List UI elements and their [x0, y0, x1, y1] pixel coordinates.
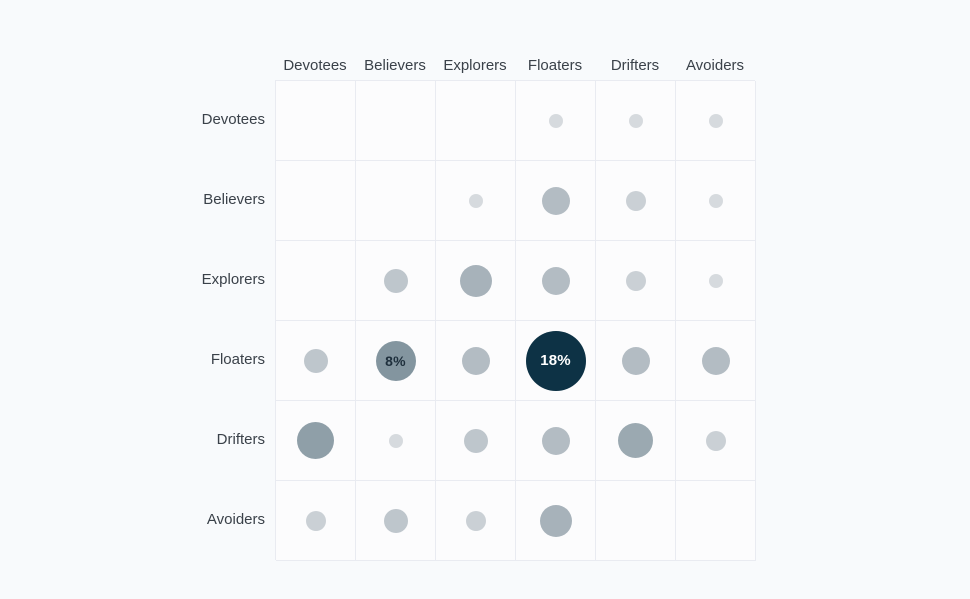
matrix-grid: 8% 18%: [275, 80, 756, 561]
row-label-believers: Believers: [203, 191, 265, 208]
bubble-drifters-devotees[interactable]: [297, 422, 334, 459]
bubble-drifters-floaters[interactable]: [541, 426, 570, 455]
matrix-cell: [516, 81, 596, 161]
matrix-cell: [356, 401, 436, 481]
matrix-cell: [596, 321, 676, 401]
bubble-floaters-drifters[interactable]: [621, 346, 650, 375]
bubble-value-label: 18%: [540, 352, 571, 369]
matrix-cell: [676, 481, 756, 561]
column-header-avoiders: Avoiders: [685, 57, 745, 74]
matrix-cell: [436, 161, 516, 241]
matrix-cell: [516, 401, 596, 481]
bubble-devotees-floaters[interactable]: [548, 113, 563, 128]
bubble-believers-drifters[interactable]: [625, 190, 646, 211]
matrix-cell: [276, 241, 356, 321]
column-header-devotees: Devotees: [283, 57, 347, 74]
bubble-drifters-avoiders[interactable]: [705, 430, 726, 451]
column-header-drifters: Drifters: [610, 57, 660, 74]
matrix-cell: [436, 481, 516, 561]
bubble-explorers-believers[interactable]: [383, 268, 408, 293]
row-label-drifters: Drifters: [216, 431, 265, 448]
matrix-cell: [516, 481, 596, 561]
matrix-cell: [676, 81, 756, 161]
bubble-floaters-explorers[interactable]: [461, 346, 490, 375]
bubble-floaters-floaters[interactable]: 18%: [525, 330, 586, 391]
row-label-devotees: Devotees: [201, 111, 265, 128]
matrix-cell: [436, 401, 516, 481]
matrix-cell: [276, 481, 356, 561]
matrix-cell: [276, 401, 356, 481]
bubble-explorers-avoiders[interactable]: [708, 273, 723, 288]
bubble-devotees-drifters[interactable]: [628, 113, 643, 128]
bubble-avoiders-explorers[interactable]: [465, 510, 486, 531]
bubble-drifters-explorers[interactable]: [463, 428, 488, 453]
bubble-floaters-believers[interactable]: 8%: [375, 340, 416, 381]
matrix-cell: [676, 401, 756, 481]
bubble-believers-explorers[interactable]: [468, 193, 483, 208]
column-header-floaters: Floaters: [527, 57, 583, 74]
matrix-cell: [276, 81, 356, 161]
bubble-explorers-drifters[interactable]: [625, 270, 646, 291]
matrix-cell: [596, 401, 676, 481]
matrix-cell: [276, 321, 356, 401]
matrix-cell: [596, 241, 676, 321]
bubble-avoiders-believers[interactable]: [383, 508, 408, 533]
matrix-cell: [596, 161, 676, 241]
bubble-drifters-believers[interactable]: [388, 433, 403, 448]
matrix-cell: [276, 161, 356, 241]
matrix-cell: [356, 241, 436, 321]
matrix-cell: [356, 481, 436, 561]
matrix-cell: [596, 81, 676, 161]
matrix-cell: [436, 81, 516, 161]
matrix-cell: 18%: [516, 321, 596, 401]
matrix-cell: 8%: [356, 321, 436, 401]
bubble-floaters-avoiders[interactable]: [701, 346, 730, 375]
bubble-avoiders-devotees[interactable]: [305, 510, 326, 531]
row-label-floaters: Floaters: [210, 351, 265, 368]
bubble-devotees-avoiders[interactable]: [708, 113, 723, 128]
bubble-floaters-devotees[interactable]: [303, 348, 328, 373]
bubble-avoiders-floaters[interactable]: [539, 504, 572, 537]
matrix-cell: [676, 241, 756, 321]
bubble-value-label: 8%: [385, 352, 406, 369]
matrix-cell: [676, 321, 756, 401]
bubble-explorers-floaters[interactable]: [541, 266, 570, 295]
matrix-cell: [596, 481, 676, 561]
matrix-cell: [676, 161, 756, 241]
bubble-explorers-explorers[interactable]: [459, 264, 492, 297]
column-header-explorers: Explorers: [443, 57, 507, 74]
matrix-cell: [356, 81, 436, 161]
matrix-cell: [516, 161, 596, 241]
bubble-believers-avoiders[interactable]: [708, 193, 723, 208]
row-label-explorers: Explorers: [201, 271, 265, 288]
bubble-believers-floaters[interactable]: [541, 186, 570, 215]
matrix-cell: [436, 321, 516, 401]
matrix-cell: [516, 241, 596, 321]
matrix-cell: [436, 241, 516, 321]
bubble-drifters-drifters[interactable]: [618, 423, 653, 458]
matrix-cell: [356, 161, 436, 241]
row-label-avoiders: Avoiders: [206, 511, 265, 528]
column-header-believers: Believers: [364, 57, 426, 74]
